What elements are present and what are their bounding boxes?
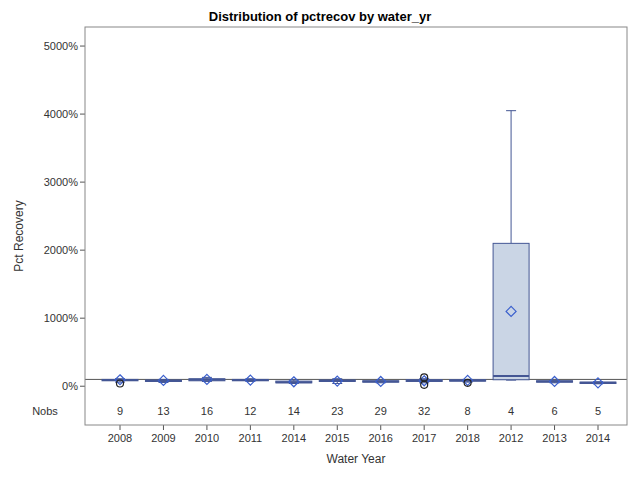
- median: [276, 381, 312, 383]
- nobs-value: 8: [465, 405, 471, 417]
- median: [189, 379, 225, 381]
- x-tick: [250, 425, 251, 430]
- y-tick-label: 4000%: [44, 108, 78, 120]
- median: [580, 382, 616, 384]
- x-tick-label: 2008: [108, 432, 132, 444]
- title: Distribution of pctrecov by water_yr: [209, 9, 432, 24]
- x-tick: [598, 425, 599, 430]
- x-tick-label: 2011: [239, 432, 263, 444]
- x-axis-label: Water Year: [327, 452, 386, 466]
- plot-data: [85, 111, 627, 389]
- mean-marker: [593, 378, 603, 388]
- y-tick: [80, 114, 85, 115]
- mean-marker: [332, 376, 342, 386]
- x-tick: [293, 425, 294, 430]
- box: [537, 381, 573, 382]
- x-tick-label: 2016: [368, 432, 392, 444]
- nobs-value: 4: [508, 405, 514, 417]
- nobs-value: 29: [375, 405, 387, 417]
- box: [232, 379, 268, 380]
- x-tick: [380, 425, 381, 430]
- y-tick-label: 5000%: [44, 40, 78, 52]
- mean-marker: [202, 374, 212, 384]
- chart: Distribution of pctrecov by water_yr 0% 10…: [0, 0, 640, 480]
- nobs-value: 6: [551, 405, 557, 417]
- nobs-value: 16: [201, 405, 213, 417]
- nobs-value: 14: [288, 405, 300, 417]
- outlier: [117, 380, 124, 387]
- x-tick-label: 2014: [282, 432, 306, 444]
- nobs-value: 13: [157, 405, 169, 417]
- x-tick: [206, 425, 207, 430]
- nobs-value: 32: [418, 405, 430, 417]
- background: [0, 0, 640, 480]
- median: [232, 379, 268, 381]
- x-tick-label: 2010: [195, 432, 219, 444]
- mean-marker: [245, 375, 255, 385]
- outlier: [421, 381, 428, 388]
- box: [276, 381, 312, 383]
- median: [145, 380, 181, 382]
- nobs-label: Nobs: [32, 405, 58, 417]
- nobs-value: 12: [244, 405, 256, 417]
- mean-marker: [506, 306, 516, 316]
- y-tick-label: 3000%: [44, 176, 78, 188]
- y-tick-label: 1000%: [44, 312, 78, 324]
- y-tick-label: 0%: [62, 380, 78, 392]
- x-tick: [424, 425, 425, 430]
- median: [493, 375, 529, 377]
- box: [363, 381, 399, 382]
- x-tick: [337, 425, 338, 430]
- mean-marker: [158, 375, 168, 385]
- x-tick-label: 2013: [542, 432, 566, 444]
- x-tick-label: 2014: [586, 432, 610, 444]
- box: [450, 380, 486, 381]
- box: [145, 380, 181, 381]
- y-tick: [80, 250, 85, 251]
- x-tick: [163, 425, 164, 430]
- mean-marker: [463, 375, 473, 385]
- nobs-value: 9: [117, 405, 123, 417]
- nobs-value: 23: [331, 405, 343, 417]
- box: [580, 382, 616, 383]
- x-tick: [120, 425, 121, 430]
- plot-frame: [85, 27, 627, 425]
- max-cap: [506, 110, 516, 111]
- y-tick: [80, 182, 85, 183]
- box: [319, 380, 355, 381]
- x-tick: [467, 425, 468, 430]
- nobs-value: 5: [595, 405, 601, 417]
- outlier: [464, 379, 471, 386]
- y-tick-label: 2000%: [44, 244, 78, 256]
- x-tick-label: 2018: [455, 432, 479, 444]
- y-tick: [80, 46, 85, 47]
- mean-marker: [550, 376, 560, 386]
- upper-whisker: [511, 111, 512, 244]
- box: [189, 379, 225, 381]
- mean-marker: [376, 376, 386, 386]
- x-tick-label: 2015: [325, 432, 349, 444]
- mean-marker: [289, 377, 299, 387]
- x-tick: [554, 425, 555, 430]
- median: [537, 380, 573, 382]
- y-tick: [80, 318, 85, 319]
- median: [363, 380, 399, 382]
- x-tick-label: 2012: [499, 432, 523, 444]
- x-tick: [511, 425, 512, 430]
- outlier: [421, 374, 428, 381]
- x-tick-label: 2009: [151, 432, 175, 444]
- box: [493, 243, 529, 379]
- y-axis-label: Pct Recovery: [12, 200, 26, 271]
- median: [319, 380, 355, 382]
- x-tick-label: 2017: [412, 432, 436, 444]
- y-tick: [80, 386, 85, 387]
